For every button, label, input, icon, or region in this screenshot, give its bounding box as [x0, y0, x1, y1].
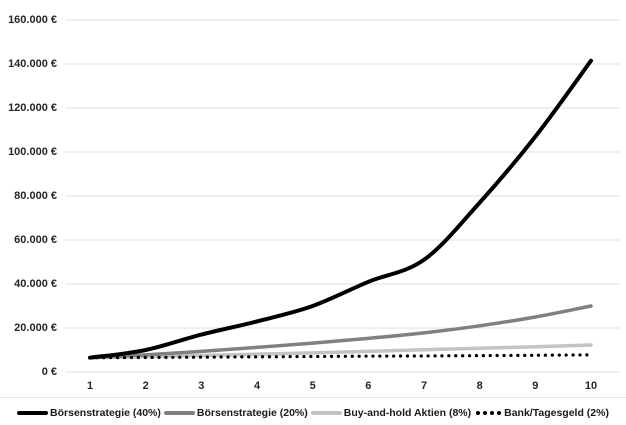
legend-label: Börsenstrategie (20%)	[196, 407, 308, 419]
legend-label: Börsenstrategie (40%)	[50, 407, 161, 419]
y-tick-label: 20.000 €	[14, 322, 57, 334]
x-tick-label: 2	[142, 380, 149, 392]
series-line-3	[88, 353, 593, 360]
gridlines	[65, 19, 620, 373]
y-tick-label: 120.000 €	[8, 102, 57, 114]
legend-item-buy-and-hold: Buy-and-hold Aktien (8%)	[310, 407, 472, 419]
series-line-1	[88, 304, 593, 360]
legend-item-boersenstrategie-40: Börsenstrategie (40%)	[17, 407, 161, 419]
legend-label: Bank/Tagesgeld (2%)	[504, 407, 609, 419]
series-lines	[88, 58, 593, 360]
legend-separator-line	[0, 397, 626, 398]
x-tick-label: 1	[86, 380, 94, 392]
gray-line-swatch-icon	[163, 411, 195, 415]
x-tick-label: 5	[309, 380, 316, 392]
x-tick-label: 10	[584, 380, 598, 392]
light-gray-line-swatch-icon	[310, 411, 342, 415]
legend-item-boersenstrategie-20: Börsenstrategie (20%)	[163, 407, 308, 419]
y-tick-label: 80.000 €	[14, 190, 57, 202]
y-tick-label: 60.000 €	[14, 234, 57, 246]
chart-legend: Börsenstrategie (40%) Börsenstrategie (2…	[0, 403, 626, 423]
x-tick-label: 8	[476, 380, 483, 392]
series-line-0	[88, 58, 593, 360]
y-tick-label: 40.000 €	[14, 278, 57, 290]
legend-label: Buy-and-hold Aktien (8%)	[343, 407, 472, 419]
y-tick-label: 140.000 €	[8, 58, 57, 70]
y-tick-label: 0 €	[41, 366, 57, 378]
y-tick-label: 160.000 €	[8, 14, 57, 26]
legend-item-bank-tagesgeld: Bank/Tagesgeld (2%)	[474, 407, 609, 419]
dotted-line-swatch-icon	[476, 411, 481, 415]
x-tick-label: 3	[198, 380, 205, 392]
black-line-swatch-icon	[17, 411, 49, 415]
x-tick-label: 4	[253, 380, 261, 392]
x-tick-label: 7	[420, 380, 428, 392]
x-tick-label: 9	[532, 380, 539, 392]
x-tick-label: 6	[365, 380, 372, 392]
y-tick-label: 100.000 €	[8, 146, 57, 158]
